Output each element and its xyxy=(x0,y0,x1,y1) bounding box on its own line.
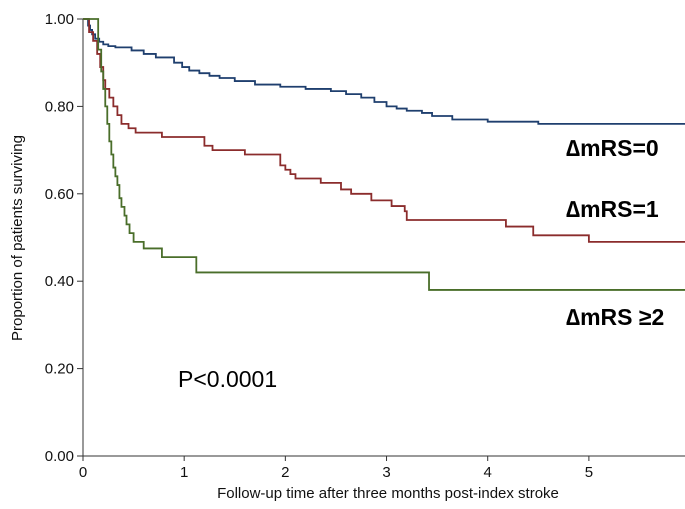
y-tick-label: 1.00 xyxy=(45,11,74,28)
series-label-mrs0: ∆mRS=0 xyxy=(566,135,659,161)
x-axis-title: Follow-up time after three months post-i… xyxy=(217,485,559,502)
x-tick-label: 5 xyxy=(585,464,593,481)
y-tick-label: 0.40 xyxy=(45,273,74,290)
x-ticks: 0 1 2 3 4 5 xyxy=(79,456,593,481)
y-axis-title: Proportion of patients surviving xyxy=(9,135,26,341)
y-ticks: 0.00 0.20 0.40 0.60 0.80 1.00 xyxy=(45,11,83,465)
x-tick-label: 4 xyxy=(484,464,492,481)
x-tick-label: 3 xyxy=(382,464,390,481)
y-tick-label: 0.20 xyxy=(45,361,74,378)
series-label-mrs2: ∆mRS ≥2 xyxy=(566,304,664,330)
x-tick-label: 0 xyxy=(79,464,87,481)
series-label-mrs1: ∆mRS=1 xyxy=(566,196,659,222)
p-value-annotation: P<0.0001 xyxy=(178,366,277,392)
y-tick-label: 0.00 xyxy=(45,448,74,465)
series-line-2 xyxy=(83,18,685,291)
y-tick-label: 0.80 xyxy=(45,98,74,115)
y-tick-label: 0.60 xyxy=(45,186,74,203)
series-group xyxy=(83,18,685,291)
x-tick-label: 2 xyxy=(281,464,289,481)
series-line-0 xyxy=(83,18,685,125)
x-tick-label: 1 xyxy=(180,464,188,481)
